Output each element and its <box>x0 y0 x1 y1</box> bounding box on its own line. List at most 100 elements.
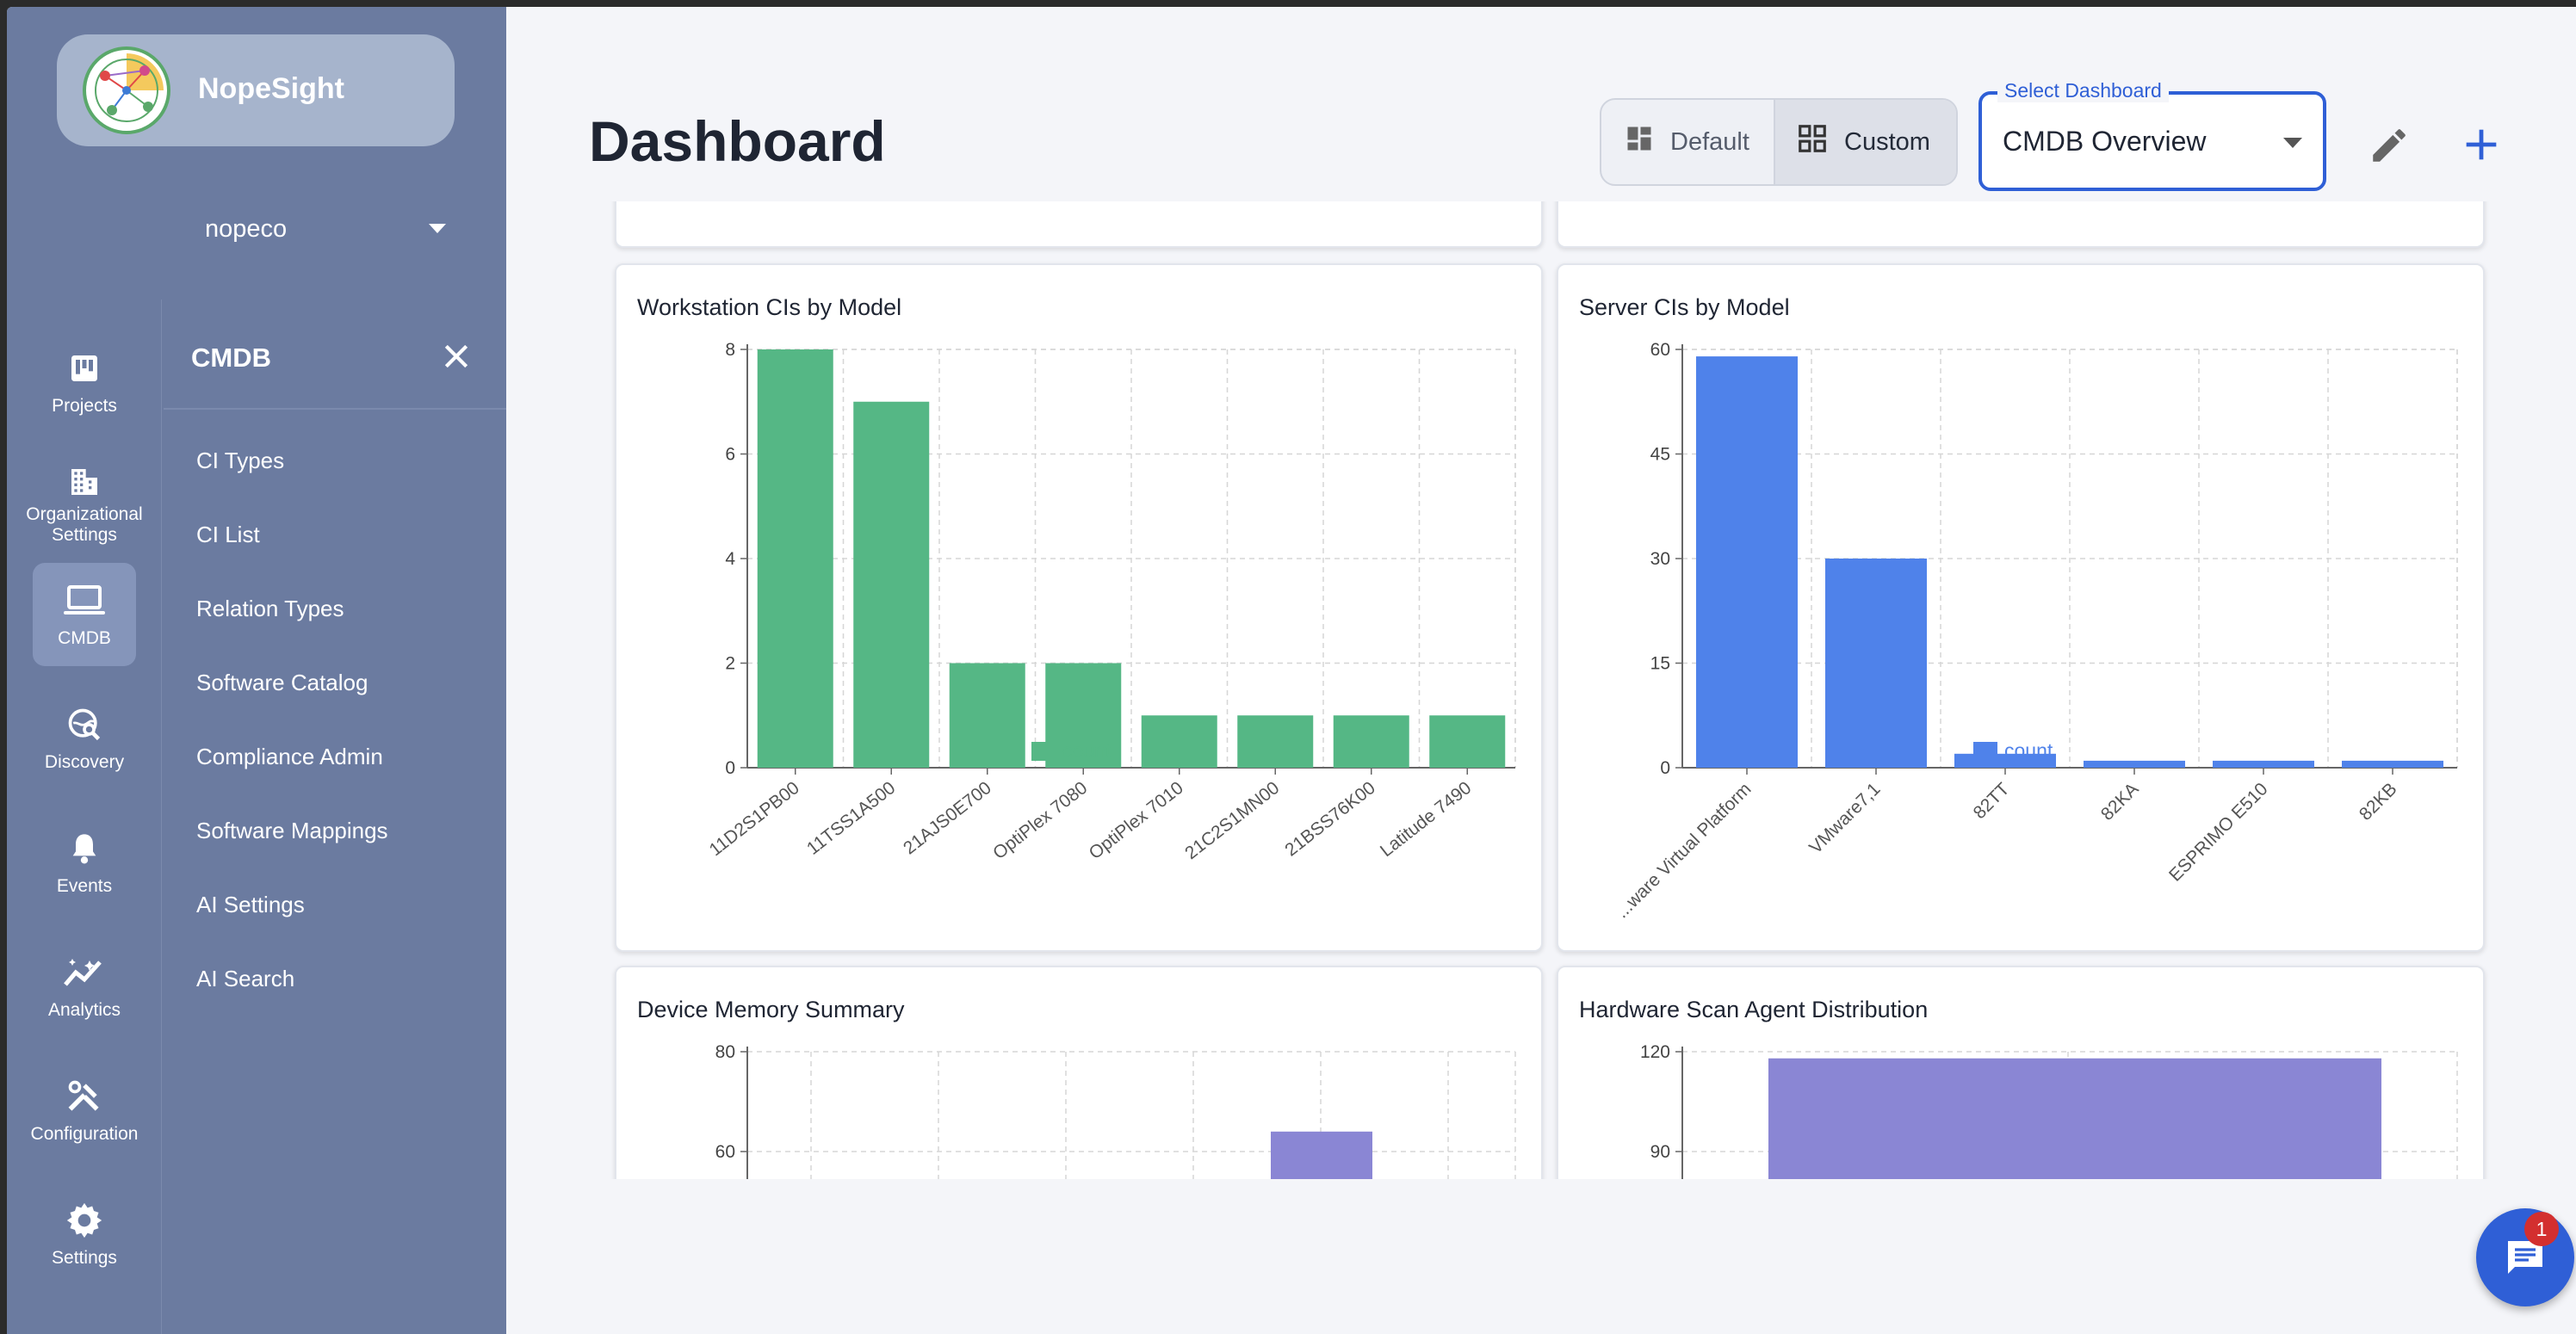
x-tick-label: ESPRIMO E510 <box>2165 779 2272 886</box>
rail-label: Projects <box>52 396 117 416</box>
rail-item-configuration[interactable]: Configuration <box>31 1059 138 1162</box>
bar <box>2084 760 2185 768</box>
chat-icon <box>2505 1238 2546 1282</box>
rail-item-analytics[interactable]: Analytics <box>33 935 136 1038</box>
widget-card-top-left <box>615 201 1543 248</box>
y-tick-label: 8 <box>725 340 735 360</box>
bar <box>1141 715 1217 768</box>
dashboard-content: Workstation CIs by Model 0 2 4 6 8 11D2S1PB00… <box>606 201 2504 1179</box>
caret-down-icon <box>429 224 446 233</box>
x-tick-label: Latitude 7490 <box>1377 778 1475 861</box>
x-tick-label: OptiPlex 7080 <box>989 778 1091 863</box>
menu-item-software-catalog[interactable]: Software Catalog <box>196 670 368 695</box>
legend: count <box>1973 739 2053 762</box>
sidebar: NopeSight nopeco Projects Organizational… <box>7 7 506 1334</box>
x-tick-label: VMware7,1 <box>1805 779 1884 857</box>
menu-item-ci-types[interactable]: CI Types <box>196 448 285 473</box>
rail-item-discovery[interactable]: Discovery <box>33 687 136 790</box>
bar <box>1333 715 1409 768</box>
widget-card-server-cis: Server CIs by Model 0 15 30 45 60 ...ware Vir… <box>1557 263 2485 952</box>
y-tick-label: 30 <box>1650 549 1670 569</box>
chart-title: Hardware Scan Agent Distribution <box>1579 997 1929 1022</box>
page-title: Dashboard <box>589 109 886 173</box>
y-tick-label: 60 <box>715 1142 735 1162</box>
legend-swatch <box>1973 742 1997 761</box>
widget-card-device-memory: Device Memory Summary 60 80 <box>615 966 1543 1179</box>
chart-title: Workstation CIs by Model <box>637 294 902 320</box>
legend: count <box>1031 739 1112 762</box>
grid <box>740 1051 1516 1179</box>
rail-item-organizational-settings[interactable]: Organizational Settings <box>26 444 143 547</box>
nav-rail: Projects Organizational Settings CMDB Di… <box>7 300 162 1334</box>
x-tick-label: ...ware Virtual Platform <box>1612 779 1755 922</box>
rail-label: Discovery <box>44 752 125 772</box>
rail-label: Analytics <box>47 1000 121 1020</box>
widget-card-workstation-cis: Workstation CIs by Model 0 2 4 6 8 11D2S1PB00… <box>615 263 1543 952</box>
grid-icon <box>1796 122 1829 162</box>
org-select[interactable]: nopeco <box>153 205 463 253</box>
menu-item-compliance-admin[interactable]: Compliance Admin <box>196 744 383 769</box>
analytics-icon <box>33 954 136 991</box>
bell-icon <box>33 830 136 868</box>
app-window: NopeSight nopeco Projects Organizational… <box>7 7 2576 1334</box>
rail-item-settings[interactable]: Settings <box>33 1183 136 1286</box>
hardware-scan-agent-chart: 90 120 <box>1640 1042 2458 1179</box>
device-memory-chart: 60 80 <box>715 1042 1516 1179</box>
bar <box>1768 1058 2381 1179</box>
add-widget-button[interactable] <box>2459 122 2504 167</box>
y-tick-label: 6 <box>725 445 735 465</box>
bar <box>853 401 930 768</box>
close-icon[interactable] <box>439 339 474 374</box>
menu-item-software-mappings[interactable]: Software Mappings <box>196 818 388 843</box>
legend-label: count <box>2004 739 2053 762</box>
server-cis-chart: 0 15 30 45 60 ...ware Virtual Platform VMware7… <box>1612 340 2458 922</box>
y-tick-label: 2 <box>725 654 735 674</box>
y-tick-label: 0 <box>1660 758 1670 778</box>
y-tick-label: 45 <box>1650 445 1670 465</box>
bar <box>1045 663 1122 768</box>
widget-card-top-right <box>1557 201 2485 248</box>
caret-down-icon <box>2283 138 2302 148</box>
discovery-icon <box>33 706 136 744</box>
rail-label: Events <box>56 876 113 896</box>
menu-item-relation-types[interactable]: Relation Types <box>196 596 344 621</box>
menu-item-ai-settings[interactable]: AI Settings <box>196 892 305 917</box>
rail-label: CMDB <box>58 628 111 648</box>
bar <box>757 349 833 768</box>
legend-label: count <box>1062 739 1112 762</box>
rail-label: Organizational Settings <box>26 504 143 545</box>
custom-view-button[interactable]: Custom <box>1774 100 1956 184</box>
bar <box>1237 715 1314 768</box>
legend-swatch <box>1031 742 1056 761</box>
x-tick-label: 21BSS76K00 <box>1281 778 1379 861</box>
view-toggle: Default Custom <box>1600 98 1958 186</box>
rail-item-projects[interactable]: Projects <box>33 330 136 434</box>
org-name: nopeco <box>205 215 288 243</box>
menu-item-ci-list[interactable]: CI List <box>196 522 260 547</box>
default-view-button[interactable]: Default <box>1601 100 1774 184</box>
y-tick-label: 4 <box>725 549 735 569</box>
y-tick-label: 90 <box>1650 1142 1670 1162</box>
x-tick-label: 11TSS1A500 <box>803 778 899 859</box>
rail-item-cmdb[interactable]: CMDB <box>33 563 136 666</box>
y-tick-label: 80 <box>715 1042 735 1062</box>
y-tick-label: 60 <box>1650 340 1670 360</box>
edit-dashboard-button[interactable] <box>2368 124 2411 167</box>
gear-icon <box>33 1201 136 1239</box>
rail-item-events[interactable]: Events <box>33 811 136 914</box>
chat-notification-badge: 1 <box>2524 1212 2559 1246</box>
brand-header[interactable]: NopeSight <box>57 34 455 146</box>
plus-icon <box>2459 129 2504 170</box>
y-tick-label: 120 <box>1640 1042 1670 1062</box>
y-tick-label: 0 <box>725 758 735 778</box>
dashboard-select[interactable]: Select Dashboard CMDB Overview <box>1978 79 2326 191</box>
x-tick-label: 21AJS0E700 <box>900 778 995 859</box>
laptop-icon <box>33 582 136 620</box>
x-tick-label: 21C2S1MN00 <box>1181 778 1283 863</box>
rail-label: Configuration <box>30 1124 139 1144</box>
menu-item-ai-search[interactable]: AI Search <box>196 966 295 991</box>
brand-logo-icon <box>83 46 170 134</box>
divider <box>164 408 506 410</box>
tools-icon <box>33 1078 136 1115</box>
x-tick-label: 82KB <box>2356 779 2401 824</box>
